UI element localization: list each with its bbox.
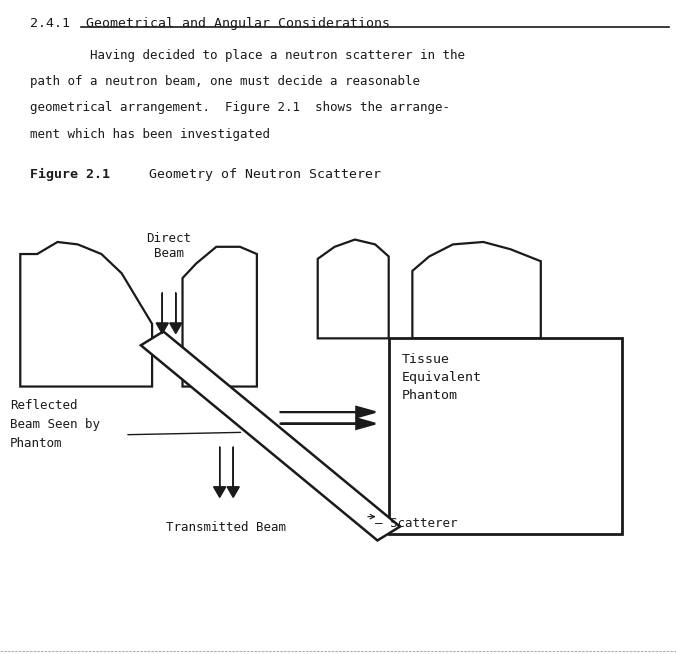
Text: Direct
Beam: Direct Beam bbox=[147, 232, 191, 260]
Text: ment which has been investigated: ment which has been investigated bbox=[30, 128, 270, 141]
FancyArrow shape bbox=[214, 447, 226, 498]
FancyArrow shape bbox=[281, 419, 375, 429]
Polygon shape bbox=[20, 242, 152, 387]
Text: Phantom: Phantom bbox=[10, 437, 63, 450]
Polygon shape bbox=[318, 239, 389, 338]
Text: Reflected: Reflected bbox=[10, 398, 78, 411]
Polygon shape bbox=[183, 247, 257, 387]
Text: Geometry of Neutron Scatterer: Geometry of Neutron Scatterer bbox=[125, 168, 381, 181]
Bar bbox=[389, 338, 622, 534]
Text: path of a neutron beam, one must decide a reasonable: path of a neutron beam, one must decide … bbox=[30, 75, 420, 88]
Text: — Scatterer: — Scatterer bbox=[375, 517, 458, 530]
Polygon shape bbox=[412, 242, 541, 338]
Polygon shape bbox=[141, 332, 400, 540]
Text: Tissue
Equivalent
Phantom: Tissue Equivalent Phantom bbox=[402, 353, 482, 402]
FancyArrow shape bbox=[281, 407, 375, 417]
FancyArrow shape bbox=[156, 292, 168, 334]
Text: geometrical arrangement.  Figure 2.1  shows the arrange-: geometrical arrangement. Figure 2.1 show… bbox=[30, 101, 450, 114]
FancyArrow shape bbox=[227, 447, 239, 498]
Text: Having decided to place a neutron scatterer in the: Having decided to place a neutron scatte… bbox=[30, 49, 465, 62]
Text: 2.4.1  Geometrical and Angular Considerations: 2.4.1 Geometrical and Angular Considerat… bbox=[30, 17, 391, 30]
Text: Figure 2.1: Figure 2.1 bbox=[30, 168, 110, 181]
FancyArrow shape bbox=[170, 292, 182, 334]
Text: Transmitted Beam: Transmitted Beam bbox=[166, 521, 287, 534]
Text: Beam Seen by: Beam Seen by bbox=[10, 418, 100, 431]
